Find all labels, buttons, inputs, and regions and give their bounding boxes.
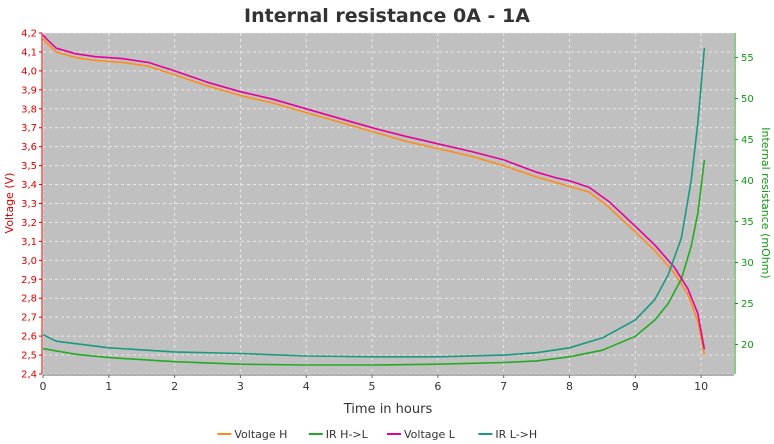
left-tick-label: 3,1 <box>21 237 37 248</box>
left-tick-label: 2,9 <box>21 275 37 286</box>
left-tick-label: 3,0 <box>21 256 37 267</box>
x-tick-label: 6 <box>434 380 441 393</box>
left-tick-label: 3,4 <box>21 180 37 191</box>
left-tick-label: 4,0 <box>21 66 37 77</box>
left-tick-label: 2,5 <box>21 351 37 362</box>
y-axis-right-label: Internal resistance (mOhm) <box>759 127 772 278</box>
series-line-voltage-h <box>42 38 706 356</box>
x-tick-label: 4 <box>303 380 310 393</box>
left-tick-label: 3,6 <box>21 142 37 153</box>
right-axis: 20 25 30 35 40 45 50 55 <box>734 33 754 374</box>
left-tick-label: 2,4 <box>21 370 37 381</box>
y-axis-left-label: Voltage (V) <box>3 173 16 234</box>
x-tick-label: 3 <box>237 380 244 393</box>
x-tick-label: 7 <box>500 380 507 393</box>
x-tick-label: 5 <box>369 380 376 393</box>
x-axis: 0 1 2 3 4 5 6 7 8 9 10 <box>40 374 734 393</box>
x-tick-label: 2 <box>171 380 178 393</box>
x-tick-label: 8 <box>566 380 573 393</box>
right-tick-label: 35 <box>741 217 754 228</box>
left-tick-label: 3,7 <box>21 123 37 134</box>
x-tick-label: 1 <box>105 380 112 393</box>
left-tick-label: 4,1 <box>21 47 37 58</box>
right-tick-label: 25 <box>741 299 754 310</box>
right-tick-label: 30 <box>741 258 754 269</box>
x-axis-label: Time in hours <box>343 402 433 417</box>
left-tick-label: 3,9 <box>21 85 37 96</box>
left-tick-label: 3,8 <box>21 104 37 115</box>
legend-item: Voltage L <box>404 428 456 441</box>
right-tick-label: 50 <box>741 94 754 105</box>
left-tick-label: 2,7 <box>21 313 37 324</box>
series-group <box>42 34 706 366</box>
left-tick-label: 4,2 <box>21 29 37 40</box>
grid <box>42 32 734 375</box>
right-tick-label: 45 <box>741 135 754 146</box>
x-tick-label: 10 <box>694 380 708 393</box>
x-tick-label: 0 <box>40 380 47 393</box>
left-tick-label: 2,8 <box>21 294 37 305</box>
left-tick-label: 2,6 <box>21 332 37 343</box>
left-tick-label: 3,2 <box>21 218 37 229</box>
right-tick-label: 55 <box>741 53 754 64</box>
series-line-voltage-l <box>42 34 706 350</box>
chart-title: Internal resistance 0A - 1A <box>244 5 530 27</box>
legend-item: IR H->L <box>326 428 369 441</box>
legend-item: IR L->H <box>495 428 537 441</box>
x-tick-label: 9 <box>632 380 639 393</box>
right-tick-label: 20 <box>741 340 754 351</box>
legend-item: Voltage H <box>234 428 287 441</box>
series-line-ir-l-h <box>42 47 706 358</box>
left-tick-label: 3,5 <box>21 161 37 172</box>
left-tick-label: 3,3 <box>21 199 37 210</box>
legend: Voltage H IR H->L Voltage L IR L->H <box>217 428 537 441</box>
right-tick-label: 40 <box>741 176 754 187</box>
left-axis: 2,4 2,5 2,6 2,7 2,8 2,9 3,0 3,1 3,2 3,3 3,4 3,5 3,6 3… <box>21 29 43 381</box>
